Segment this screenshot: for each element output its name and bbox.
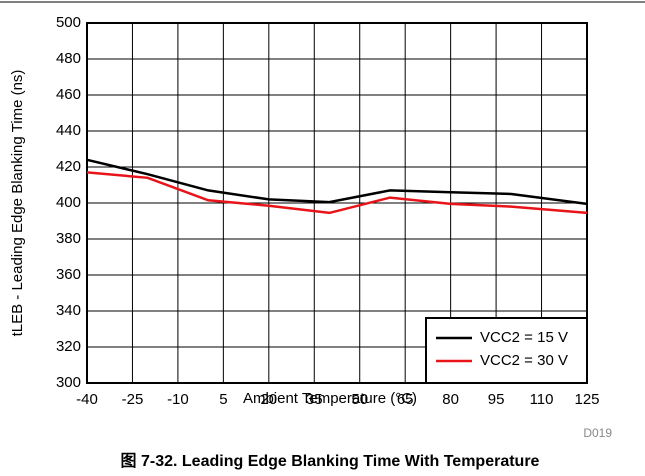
- series-line: [86, 158, 588, 206]
- y-tick-label: 340: [56, 302, 81, 319]
- x-tick-label: -10: [167, 391, 189, 408]
- caption: 图 7-32. Leading Edge Blanking Time With …: [121, 452, 540, 470]
- x-tick-label: -40: [76, 391, 98, 408]
- x-tick-label: -25: [122, 391, 144, 408]
- legend-box: [425, 317, 588, 384]
- y-tick-label: 460: [56, 86, 81, 103]
- x-tick-label: 95: [488, 391, 505, 408]
- y-tick-label: 420: [56, 158, 81, 175]
- legend-label: VCC2 = 15 V: [480, 329, 568, 346]
- y-tick-label: 320: [56, 338, 81, 355]
- y-tick-label: 360: [56, 266, 81, 283]
- y-axis-label: tLEB - Leading Edge Blanking Time (ns): [9, 70, 26, 337]
- y-tick-label: 400: [56, 194, 81, 211]
- y-tick-label: 300: [56, 374, 81, 391]
- x-tick-label: 35: [306, 391, 323, 408]
- figure-code: D019: [583, 426, 612, 440]
- y-tick-label: 380: [56, 230, 81, 247]
- x-tick-label: 5: [219, 391, 227, 408]
- y-tick-label: 500: [56, 14, 81, 31]
- x-axis-label: Ambient Temperature (°C): [243, 390, 417, 407]
- x-tick-label: 65: [397, 391, 414, 408]
- x-tick-label: 50: [351, 391, 368, 408]
- y-tick-label: 440: [56, 122, 81, 139]
- x-tick-label: 125: [574, 391, 599, 408]
- x-tick-label: 80: [442, 391, 459, 408]
- y-tick-label: 480: [56, 50, 81, 67]
- x-tick-label: 110: [530, 391, 554, 408]
- series-line: [86, 171, 588, 215]
- legend-label: VCC2 = 30 V: [480, 352, 568, 369]
- x-tick-label: 20: [260, 391, 277, 408]
